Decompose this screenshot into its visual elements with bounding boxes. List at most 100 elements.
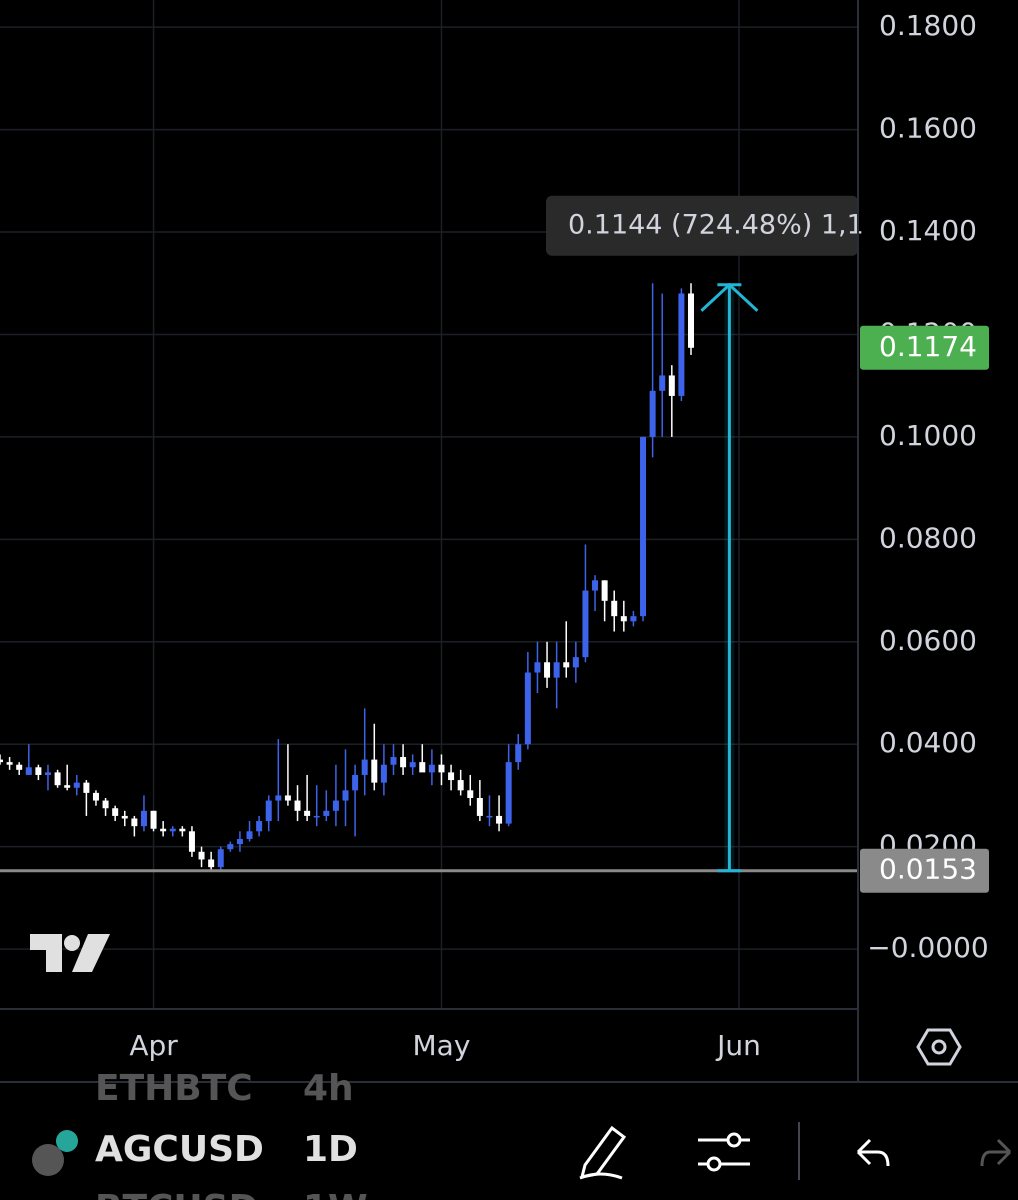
candle-body [208, 859, 215, 868]
candle-body [380, 764, 387, 783]
candle-body [83, 782, 90, 793]
indicator-settings-button[interactable] [698, 1132, 750, 1172]
settings-button[interactable] [916, 1028, 962, 1066]
candle-body [275, 795, 282, 801]
candle-body [582, 590, 589, 658]
candle-body [131, 818, 138, 827]
y-tick-label: 0.1000 [879, 419, 977, 452]
candle-body [563, 662, 570, 668]
candle-body [457, 780, 464, 791]
candle-body [265, 800, 272, 822]
candle-body [102, 800, 109, 809]
candle-body [620, 616, 627, 622]
candle-body [688, 293, 695, 348]
price-tag [860, 848, 989, 893]
candle-body [515, 744, 522, 763]
measure-tooltip [546, 195, 858, 256]
candle-body [256, 821, 263, 832]
x-tick-label: Jun [715, 1029, 761, 1062]
candle-body [6, 762, 13, 765]
candle-body [476, 798, 483, 816]
candle-body [121, 815, 128, 819]
candle-body [236, 838, 243, 845]
y-tick-label: 0.1400 [879, 214, 977, 247]
candle-body [112, 808, 119, 816]
symbol-icon [56, 1130, 78, 1152]
y-tick-label: 0.0400 [879, 726, 977, 759]
measure-arrowhead [700, 282, 759, 312]
redo-button[interactable] [980, 1138, 1012, 1167]
candle-body [284, 795, 291, 801]
candle-body [630, 616, 637, 622]
candle-body [92, 792, 99, 801]
candle-body [0, 759, 3, 763]
price-tag-label: 0.0153 [879, 853, 977, 886]
candle-body [601, 580, 608, 601]
candle-body [553, 662, 560, 678]
candle-body [342, 790, 349, 801]
candle-body [294, 800, 301, 811]
candle-body [409, 762, 416, 768]
candle-body [44, 772, 51, 775]
candle-body [179, 828, 186, 832]
grid [0, 0, 858, 1008]
candle-body [544, 662, 551, 678]
symbol-name[interactable]: ETHBTC [95, 1068, 253, 1109]
candle-body [54, 772, 61, 786]
candle-body [140, 810, 147, 827]
y-tick-label: 0.1800 [879, 9, 977, 42]
candle-body [649, 390, 656, 437]
candle-body [496, 815, 503, 824]
candle-body [169, 828, 176, 832]
candle-body [486, 815, 493, 818]
candle-body [390, 757, 397, 765]
y-tick-label: 0.0600 [879, 624, 977, 657]
x-tick-label: Apr [129, 1029, 178, 1062]
candle-body [505, 762, 512, 824]
candle-body [678, 293, 685, 396]
measure-label: 0.1144 (724.48%) 1,1 [568, 209, 864, 240]
candle-body [246, 831, 253, 839]
candle-body [640, 436, 647, 617]
axes: 0.18000.16000.14000.12000.10000.08000.06… [129, 9, 989, 1062]
candle-body [217, 849, 224, 868]
toolbar: ETHBTC 4h AGCUSD 1D BTCUSD 1W [32, 1068, 1012, 1200]
candle-body [428, 764, 435, 773]
candle-body [659, 375, 666, 391]
symbol-interval[interactable]: 1W [303, 1188, 368, 1200]
candle-body [572, 657, 579, 668]
candle-body [524, 672, 531, 745]
candle-body [150, 810, 157, 829]
candle-body [668, 375, 675, 396]
symbol-name[interactable]: AGCUSD [95, 1129, 264, 1170]
candle-body [371, 759, 378, 783]
candle-body [534, 662, 541, 673]
candle-body [16, 764, 23, 770]
candle-body [323, 810, 330, 816]
candle-body [419, 762, 426, 773]
candle-body [448, 772, 455, 781]
draw-button[interactable] [579, 1125, 627, 1180]
candle-body [198, 851, 205, 860]
candle-body [304, 810, 311, 816]
plot: 0.1144 (724.48%) 1,1 [0, 195, 864, 873]
symbol-name[interactable]: BTCUSD [95, 1188, 258, 1200]
logo [30, 934, 110, 972]
candle-body [467, 790, 474, 798]
x-tick-label: May [413, 1029, 471, 1062]
candle-body [160, 828, 167, 832]
candle-body [361, 759, 368, 775]
candle-body [592, 580, 599, 591]
price-tag-label: 0.1174 [879, 330, 977, 363]
undo-button[interactable] [856, 1138, 890, 1167]
y-tick-label: −0.0000 [867, 931, 988, 964]
candle-body [352, 774, 359, 791]
symbol-interval[interactable]: 1D [303, 1129, 358, 1170]
symbol-interval[interactable]: 4h [303, 1068, 354, 1109]
price-tag [860, 325, 989, 370]
candle-body [227, 844, 234, 850]
candle-body [438, 764, 445, 773]
candle-body [332, 800, 339, 811]
